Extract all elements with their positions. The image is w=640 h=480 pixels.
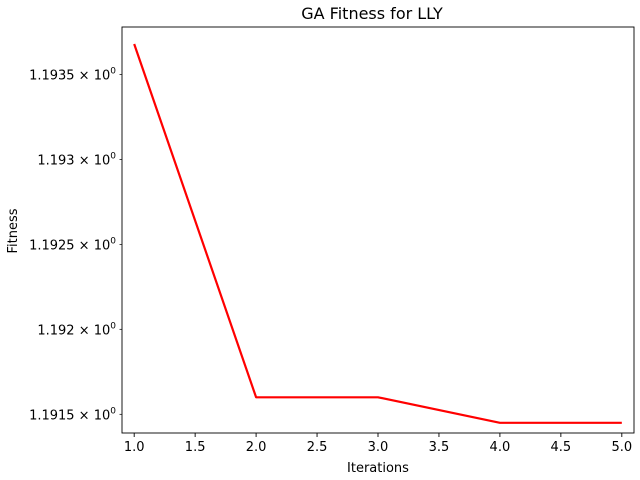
y-tick-label: 1.1935 × 100 [29, 67, 116, 84]
x-tick-label: 3.0 [368, 440, 389, 455]
x-tick-label: 4.0 [490, 440, 511, 455]
y-tick-label: 1.193 × 100 [37, 151, 116, 168]
chart-title: GA Fitness for LLY [301, 4, 443, 23]
x-tick-label: 3.5 [429, 440, 450, 455]
x-tick-label: 2.0 [246, 440, 267, 455]
x-axis-label: Iterations [347, 461, 409, 476]
x-tick-label: 4.5 [551, 440, 572, 455]
x-tick-label: 1.0 [124, 440, 145, 455]
y-tick-label: 1.1915 × 100 [29, 406, 116, 423]
series-line-0 [133, 43, 622, 424]
y-axis-ticks: 1.1935 × 100 1.193 × 100 1.1925 × 100 1.192… [29, 67, 122, 423]
x-tick-label: 2.5 [307, 440, 328, 455]
x-tick-label: 5.0 [611, 440, 632, 455]
y-tick-label: 1.1925 × 100 [29, 236, 116, 253]
y-tick-label: 1.192 × 100 [37, 321, 116, 338]
plot-area [121, 26, 635, 434]
x-tick-label: 1.5 [185, 440, 206, 455]
y-axis-label: Fitness [6, 208, 21, 253]
x-axis-ticks: 1.0 1.5 2.0 2.5 3.0 3.5 4.0 4.5 5.0 [124, 433, 632, 455]
